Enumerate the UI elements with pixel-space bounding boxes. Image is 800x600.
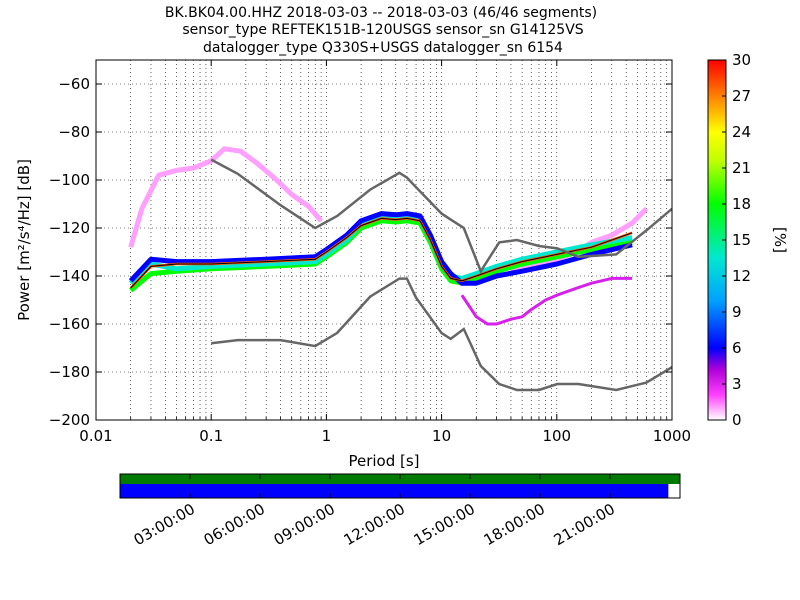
psd-trace-band-purple-low [460,276,633,326]
timeline-tick-label: 15:00:00 [411,500,478,549]
timeline-tick-label: 21:00:00 [551,500,618,549]
colorbar-tick-label: 24 [732,123,751,141]
x-tick-label: 1000 [653,427,691,445]
y-tick-label: −140 [49,267,90,285]
y-axis-ticks: −200 −180 −160 −140 −120 −100 −80 −60 [49,75,672,429]
psd-density-traces [128,146,649,326]
y-tick-label: −60 [58,75,90,93]
x-tick-label: 1 [322,427,332,445]
noise-model-nlnm [211,277,672,392]
x-tick-label: 100 [542,427,571,445]
colorbar-tick-label: 12 [732,267,751,285]
colorbar-tick-label: 18 [732,195,751,213]
y-tick-label: −100 [49,171,90,189]
colorbar-tick-label: 9 [732,303,742,321]
colorbar-label: [%] [771,227,789,253]
x-tick-label: 0.01 [79,427,112,445]
x-tick-label: 10 [432,427,451,445]
coverage-bar-bottom [120,484,669,498]
noise-model-lines [210,158,672,392]
x-axis-ticks: 0.01 0.1 1 10 100 1000 [79,60,691,445]
timeline-tick-label: 09:00:00 [271,500,338,549]
colorbar-tick-label: 15 [732,231,751,249]
grid-lines [96,60,672,420]
plot-frame [95,59,673,421]
y-tick-label: −120 [49,219,90,237]
title-line-1: BK.BK04.00.HHZ 2018-03-03 -- 2018-03-03 … [165,5,597,21]
y-tick-label: −200 [49,411,90,429]
title-line-3: datalogger_type Q330S+USGS datalogger_sn… [203,40,563,56]
timeline-tick-label: 06:00:00 [201,500,268,549]
y-tick-label: −180 [49,363,90,381]
y-tick-label: −80 [58,123,90,141]
timeline-tick-label: 18:00:00 [481,500,548,549]
y-axis-label: Power [m²/s⁴/Hz] [dB] [15,159,33,321]
y-tick-label: −160 [49,315,90,333]
title-line-2: sensor_type REFTEK151B-120USGS sensor_sn… [182,22,583,38]
timeline-tick-label: 12:00:00 [341,500,408,549]
psd-trace-band-magenta-high [128,146,323,248]
psd-trace-band-blue [128,211,633,286]
colorbar: 0 3 6 9 12 15 18 21 24 27 30 [%] [707,51,789,429]
colorbar-tick-label: 27 [732,87,751,105]
timeline-tick-label: 03:00:00 [131,500,198,549]
colorbar-tick-label: 21 [732,159,751,177]
colorbar-tick-label: 0 [732,411,742,429]
x-axis-label: Period [s] [348,452,419,470]
x-tick-label: 0.1 [199,427,223,445]
chart-title: BK.BK04.00.HHZ 2018-03-03 -- 2018-03-03 … [165,5,597,56]
noise-model-nhnm [210,158,672,274]
colorbar-tick-label: 6 [732,339,742,357]
psd-mean-line [130,217,633,289]
colorbar-tick-label: 30 [732,51,751,69]
colorbar-ticks: 0 3 6 9 12 15 18 21 24 27 30 [722,51,751,429]
colorbar-tick-label: 3 [732,375,742,393]
data-coverage-timeline: 03:00:00 06:00:00 09:00:00 12:00:00 15:00:00… [119,473,681,549]
